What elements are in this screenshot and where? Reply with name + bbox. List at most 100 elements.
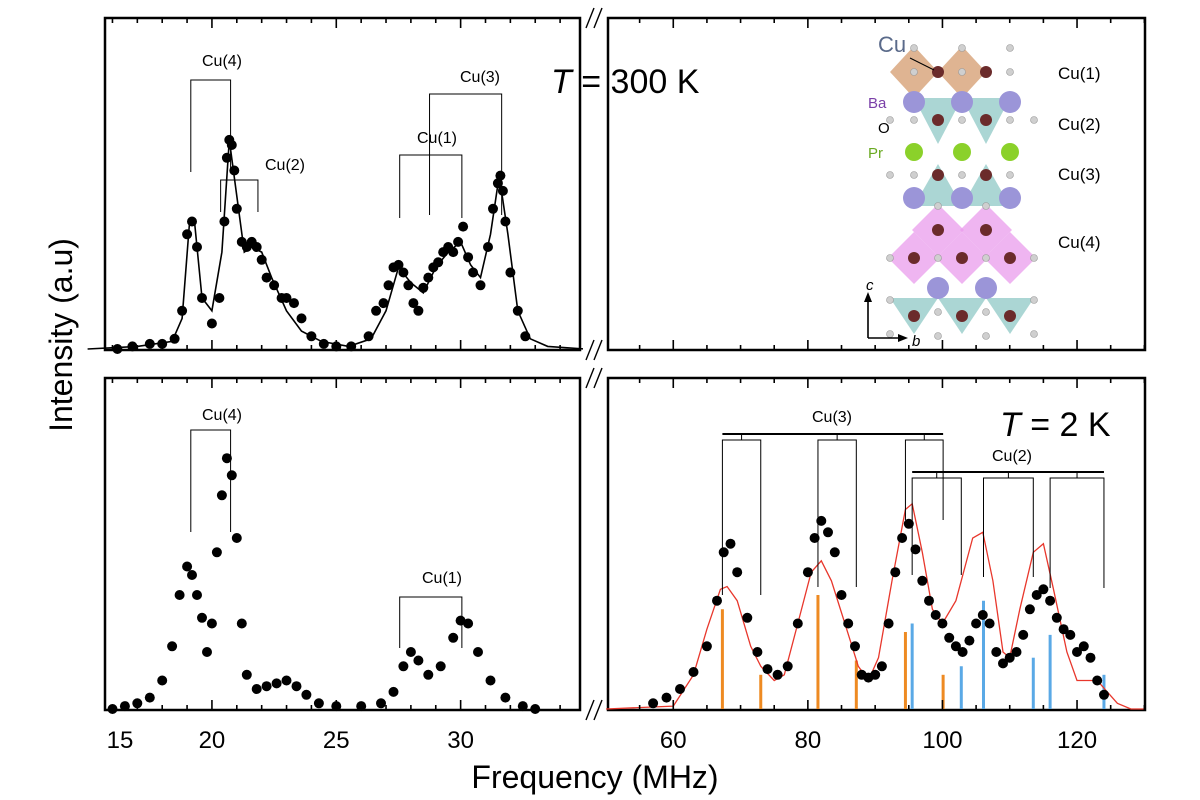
data-point: [192, 242, 202, 252]
cu-atom: [908, 310, 920, 322]
data-point: [413, 305, 424, 316]
data-point: [843, 618, 854, 629]
data-point: [1031, 590, 1042, 600]
o-atom: [1030, 254, 1038, 262]
o-atom: [1006, 116, 1014, 124]
bracket-cu4-bottom: [190, 429, 232, 532]
data-point: [226, 140, 237, 150]
data-point: [291, 681, 302, 692]
data-point: [251, 242, 262, 252]
inset-axis-c: c: [866, 277, 874, 294]
o-atom: [958, 68, 966, 76]
ba-atom: [951, 187, 973, 209]
o-atom: [1006, 68, 1014, 76]
data-point: [675, 684, 685, 694]
break-slash: [585, 367, 595, 389]
bracket-cu3-top: [429, 93, 503, 215]
data-point: [448, 632, 459, 643]
data-point: [318, 338, 329, 349]
pr-atom: [905, 143, 923, 161]
ba-atom: [903, 187, 925, 209]
data-point: [214, 293, 225, 303]
data-point: [917, 575, 928, 586]
data-point: [458, 221, 469, 232]
data-point: [1004, 652, 1015, 663]
data-point: [313, 698, 324, 709]
data-point: [306, 331, 317, 342]
data-point: [1092, 675, 1103, 686]
data-point: [187, 570, 197, 580]
x-tick-label: 60: [660, 727, 687, 754]
data-point: [483, 242, 493, 252]
data-point: [251, 684, 262, 694]
data-point: [241, 669, 252, 680]
data-point: [144, 692, 155, 703]
top-fit-curve: [87, 139, 586, 350]
cu-atom: [980, 66, 992, 78]
data-point: [398, 267, 409, 278]
o-atom: [886, 330, 894, 338]
cu-atom: [980, 114, 992, 126]
site-label-cu3-bottom: Cu(3): [812, 409, 852, 426]
bracket-cu4-top: [190, 79, 232, 172]
data-point: [937, 618, 948, 629]
o-atom: [910, 116, 918, 124]
data-point: [517, 701, 528, 712]
data-point: [192, 590, 202, 600]
data-point: [236, 618, 247, 629]
data-point: [256, 254, 267, 265]
data-point: [492, 178, 503, 189]
data-point: [772, 669, 783, 680]
cu-atom: [932, 114, 944, 126]
data-point: [890, 567, 901, 578]
inset-ba-label: Ba: [868, 95, 887, 112]
ba-atom: [999, 91, 1021, 113]
data-point: [732, 567, 743, 578]
top-panel: Cu(4)Cu(2)Cu(1)Cu(3) T = 300 K CuBaOPrCu…: [87, 16, 1147, 354]
data-point: [991, 647, 1002, 657]
inset-pr-label: Pr: [868, 145, 883, 162]
data-point: [816, 515, 827, 526]
x-tick-label: 15: [107, 727, 134, 754]
site-label-cu4-bottom: Cu(4): [202, 407, 242, 424]
break-slash: [585, 339, 595, 361]
break-slash: [585, 7, 595, 29]
data-point: [371, 305, 382, 316]
data-point: [221, 453, 232, 464]
o-atom: [982, 308, 990, 316]
data-point: [752, 647, 763, 657]
data-point: [944, 632, 955, 643]
data-point: [231, 533, 242, 543]
data-point: [1051, 612, 1062, 623]
break-gap: [583, 338, 605, 362]
o-atom: [934, 332, 942, 340]
bracket-cu1-bottom: [399, 596, 463, 648]
site-label-cu1-top: Cu(1): [417, 130, 457, 147]
x-tick-label: 20: [199, 727, 226, 754]
data-point: [782, 661, 793, 672]
data-point: [957, 647, 968, 657]
bottom-temperature-label: T = 2 K: [1000, 406, 1111, 444]
o-atom: [1030, 330, 1038, 338]
data-point: [500, 692, 511, 703]
data-point: [998, 658, 1008, 669]
data-point: [1058, 624, 1069, 635]
data-point: [648, 698, 659, 709]
break-gap: [583, 6, 605, 30]
site-label-cu4-top: Cu(4): [202, 53, 242, 70]
break-slash: [585, 699, 595, 721]
break-slash: [593, 699, 603, 721]
o-atom: [958, 171, 966, 179]
o-atom: [982, 202, 990, 210]
data-point: [468, 267, 479, 278]
o-atom: [934, 254, 942, 262]
x-tick-label: 25: [323, 727, 350, 754]
inset-cu-label: Cu: [878, 32, 906, 57]
data-point: [661, 692, 672, 703]
o-atom: [910, 68, 918, 76]
data-point: [712, 595, 722, 606]
break-slash: [593, 7, 603, 29]
data-point: [475, 280, 486, 291]
top-temperature-label: T = 300 K: [551, 63, 700, 101]
data-point: [206, 618, 217, 629]
